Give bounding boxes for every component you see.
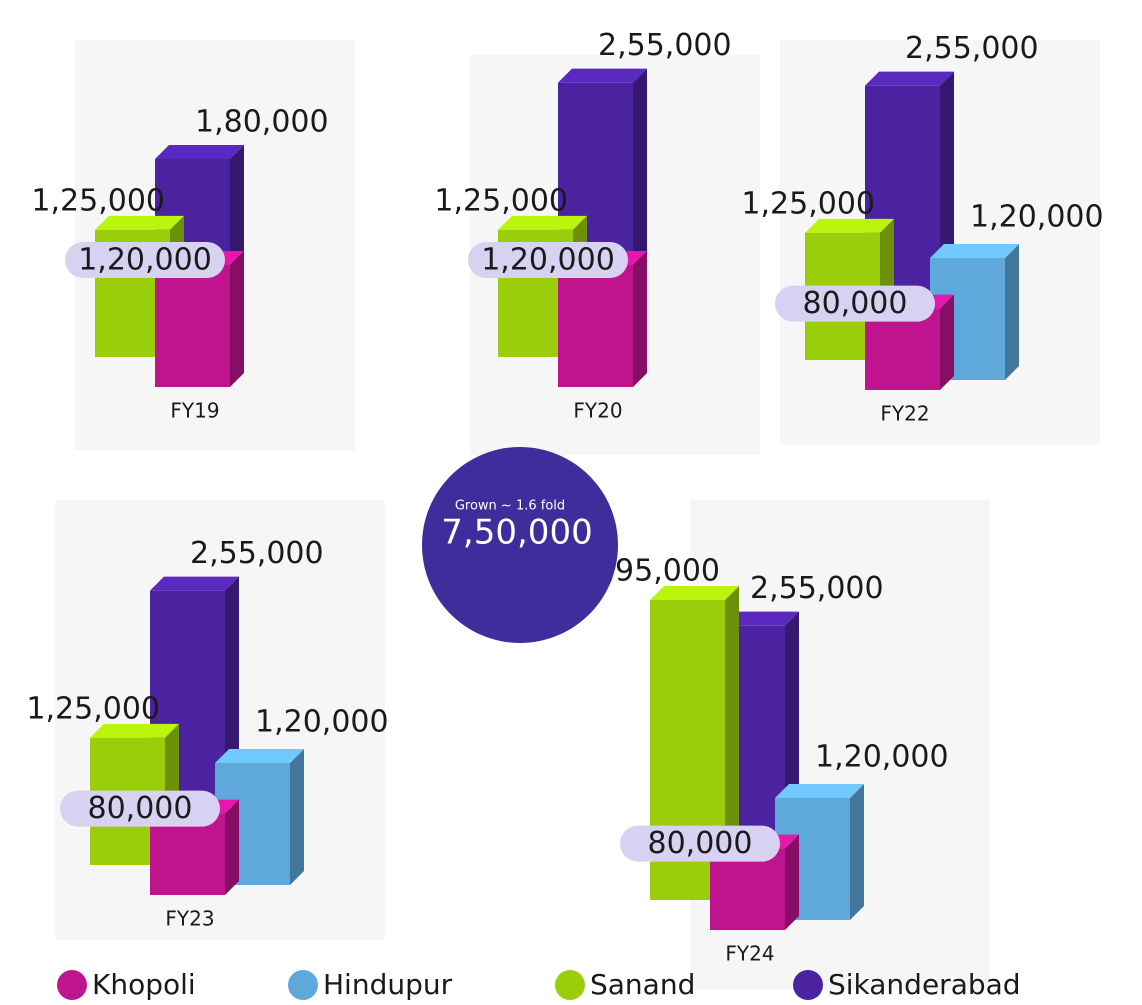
value-label: 80,000 (88, 791, 193, 826)
bar-side (633, 250, 647, 387)
total-circle (422, 447, 618, 643)
bar-side (290, 748, 304, 885)
bar (155, 264, 230, 387)
value-label: 2,55,000 (750, 571, 884, 606)
value-label: 1,20,000 (78, 242, 212, 277)
legend-label: Sanand (590, 968, 695, 1001)
x-tick-label: FY24 (725, 942, 774, 966)
legend-swatch (288, 970, 318, 1000)
bar-top (805, 218, 894, 233)
bar-top (865, 71, 954, 86)
value-label: 1,20,000 (481, 242, 615, 277)
value-label-pill (775, 285, 935, 322)
bar-side (225, 799, 239, 895)
value-label: 1,80,000 (195, 104, 329, 139)
value-label: 1,20,000 (970, 199, 1104, 234)
value-label: 2,55,000 (190, 536, 324, 571)
bar (558, 264, 633, 387)
bar-top (90, 723, 179, 738)
value-label: 1,25,000 (434, 183, 568, 218)
annotation-text: Grown ~ 1.6 fold (455, 499, 565, 514)
bar-top (155, 144, 244, 159)
value-label: 80,000 (803, 286, 908, 321)
x-tick-label: FY19 (170, 399, 219, 423)
bar-top (215, 748, 304, 763)
bar (710, 848, 785, 930)
bar-side (230, 250, 244, 387)
x-tick-label: FY20 (573, 399, 622, 423)
bar-top (498, 215, 587, 230)
value-label: 2,55,000 (905, 31, 1039, 66)
value-label-pill (468, 241, 628, 278)
bar-top (650, 586, 739, 600)
legend-swatch (793, 970, 823, 1000)
legend-swatch (57, 970, 87, 1000)
bar-top (150, 576, 239, 591)
bar-top (930, 243, 1019, 258)
value-label: 80,000 (648, 826, 753, 861)
legend-label: Khopoli (92, 968, 196, 1001)
bar-side (940, 294, 954, 390)
legend-swatch (555, 970, 585, 1000)
value-label: 1,25,000 (26, 691, 160, 726)
bar (865, 308, 940, 390)
value-label: 1,25,000 (741, 186, 875, 221)
value-label-pill (65, 241, 225, 278)
bar (150, 813, 225, 895)
value-label: 1,20,000 (815, 739, 949, 774)
value-label: 2,55,000 (598, 28, 732, 63)
bar-side (785, 834, 799, 930)
legend-label: Sikanderabad (828, 968, 1021, 1001)
x-tick-label: FY22 (880, 402, 929, 426)
bar-top (95, 215, 184, 230)
bar-side (725, 586, 739, 900)
bar-top (558, 68, 647, 83)
value-label-pill (60, 790, 220, 827)
value-label: 1,20,000 (255, 704, 389, 739)
value-label: 1,25,000 (31, 183, 165, 218)
bar-side (1005, 243, 1019, 380)
bar-side (850, 783, 864, 920)
value-label-pill (620, 825, 780, 862)
x-tick-label: FY23 (165, 907, 214, 931)
bar-top (775, 783, 864, 798)
annotation-value: 7,50,000 (441, 513, 592, 553)
legend-label: Hindupur (323, 968, 453, 1001)
